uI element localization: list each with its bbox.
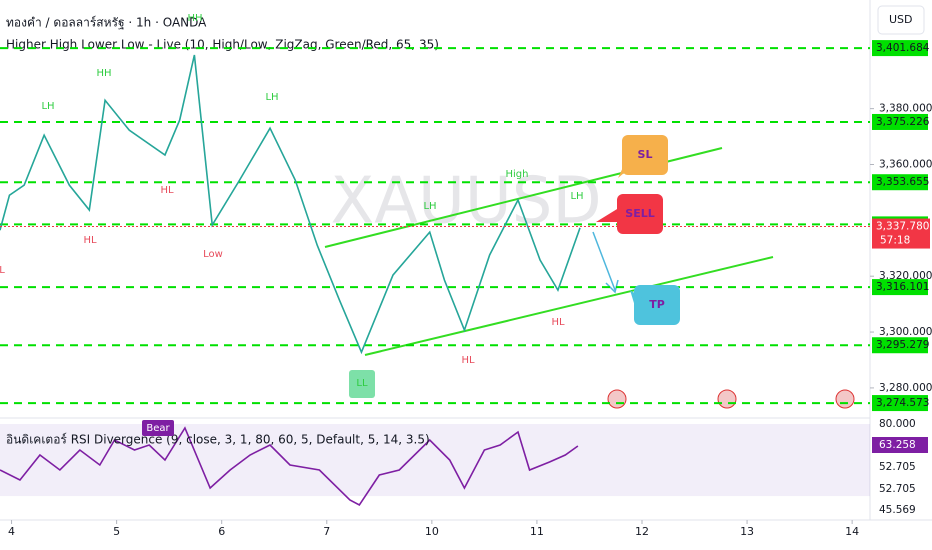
signal-label: TP xyxy=(649,298,665,311)
level-label: 3,295.279 xyxy=(876,339,929,351)
countdown: 57:18 xyxy=(880,235,910,247)
x-tick-label: 12 xyxy=(635,525,649,538)
ll-box xyxy=(349,370,375,398)
x-tick-label: 13 xyxy=(740,525,754,538)
rsi-axis-label: 52.705 xyxy=(879,461,916,473)
level-label: 3,274.573 xyxy=(876,397,929,409)
signal-tail xyxy=(596,206,622,222)
rsi-axis-label: 63.258 xyxy=(879,439,916,451)
indicator-title: Higher High Lower Low - Live (10, High/L… xyxy=(6,38,439,52)
currency: USD xyxy=(889,13,913,26)
rsi-axis-label: 45.569 xyxy=(879,504,916,516)
x-tick-label: 7 xyxy=(323,525,330,538)
rsi-tag: Bear xyxy=(146,423,170,434)
x-tick-label: 14 xyxy=(845,525,859,538)
zigzag-label: LH xyxy=(41,101,54,112)
x-tick-label: 10 xyxy=(425,525,439,538)
level-label: 3,401.684 xyxy=(876,42,930,54)
zigzag-label: LH xyxy=(265,92,278,103)
current-price-bg xyxy=(872,218,930,249)
currency-button[interactable] xyxy=(877,5,925,35)
x-tick-label: 11 xyxy=(530,525,544,538)
signal-tail xyxy=(630,290,642,313)
rsi-axis-label: 52.705 xyxy=(879,483,916,495)
signal-box xyxy=(622,135,668,175)
signal-box xyxy=(634,285,680,325)
rsi-title: อินดิเคเตอร์ RSI Divergence (9, close, 3… xyxy=(6,433,430,447)
zigzag-label: HL xyxy=(461,355,475,366)
level-label: 3,353.655 xyxy=(876,176,929,188)
rsi-tag-bg xyxy=(142,420,174,436)
rsi-value-bg xyxy=(872,437,928,453)
signal-tail xyxy=(618,163,630,178)
rsi-band xyxy=(0,424,870,497)
zigzag-label: HL xyxy=(551,317,565,328)
zigzag-label: LH xyxy=(570,191,583,202)
price-line xyxy=(0,54,581,355)
rsi-line xyxy=(0,426,579,507)
x-tick-label: 6 xyxy=(218,525,225,538)
y-tick-label: 3,300.000 xyxy=(879,326,932,338)
x-tick-label: 5 xyxy=(113,525,120,538)
zigzag-label: LL xyxy=(356,378,368,389)
level-label-bg xyxy=(872,395,928,412)
signal-label: SL xyxy=(638,148,653,161)
level-label: 3,316.101 xyxy=(876,281,929,293)
level-label: 3,375.226 xyxy=(876,116,930,128)
zigzag-label: HH xyxy=(187,13,202,24)
zigzag-label: High xyxy=(506,169,529,180)
zigzag-label: HH xyxy=(96,68,111,79)
zigzag-label: LH xyxy=(423,201,436,212)
level-label-bg xyxy=(872,279,928,296)
level-label-bg xyxy=(872,337,928,354)
x-tick-label: 4 xyxy=(8,525,15,538)
zigzag-label: L xyxy=(0,265,5,276)
level-label-bg xyxy=(872,40,928,57)
y-tick-label: 3,380.000 xyxy=(879,103,932,115)
rsi-axis-label: 80.000 xyxy=(879,418,916,430)
y-tick-label: 3,280.000 xyxy=(879,382,932,394)
level-label-bg xyxy=(872,113,928,130)
watermark: XAUUSD xyxy=(330,165,601,239)
chart-title: ทองคำ / ดอลลาร์สหรัฐ · 1h · OANDA xyxy=(6,16,207,30)
signal-label: SELL xyxy=(625,207,654,220)
zigzag-label: HL xyxy=(160,185,174,196)
level-label-bg xyxy=(872,174,928,191)
zigzag-label: HL xyxy=(83,235,97,246)
signal-box xyxy=(617,194,663,234)
current-price: 3,337.780 xyxy=(876,221,929,233)
zigzag-label: Low xyxy=(203,249,223,260)
y-tick-label: 3,360.000 xyxy=(879,158,932,170)
